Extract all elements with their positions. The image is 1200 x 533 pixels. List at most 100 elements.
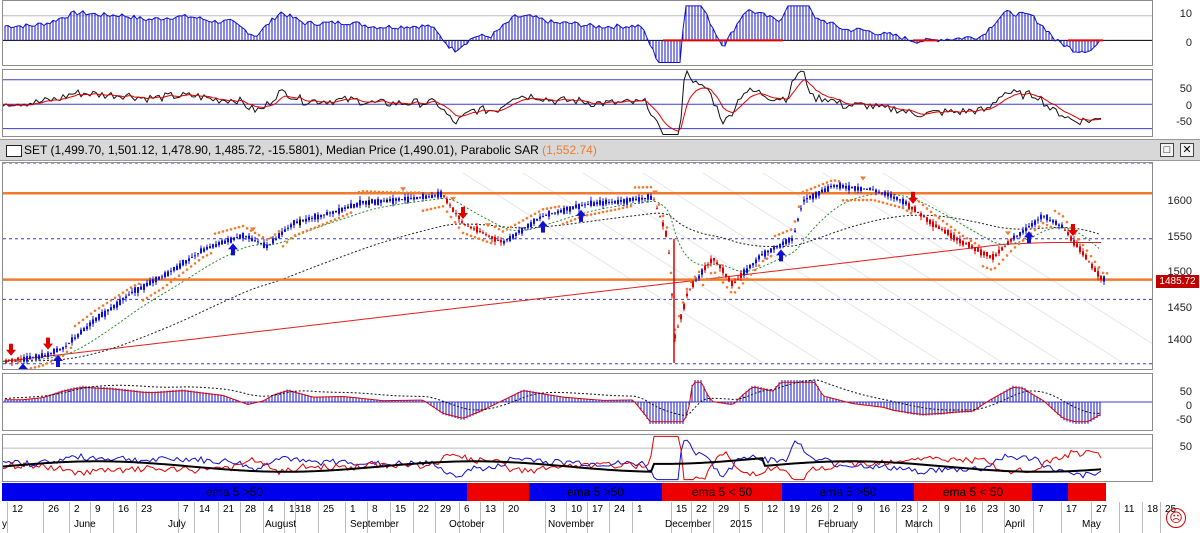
candle-body (656, 208, 658, 210)
candle-body (164, 272, 166, 278)
date-separator (587, 502, 588, 533)
sar-dot (433, 206, 437, 210)
sar-dot (505, 227, 509, 231)
date-tick-label: 6 (464, 504, 470, 515)
sar-dot (197, 259, 201, 262)
candle-body (1025, 227, 1027, 232)
sar-dot (553, 205, 557, 209)
candle-body (992, 253, 994, 260)
sar-dot (481, 238, 485, 242)
sar-dot (813, 185, 817, 189)
sad-face-icon[interactable]: ☹ (1166, 508, 1186, 528)
sar-dot (69, 346, 73, 350)
candle-body (344, 207, 346, 209)
candle-body (827, 186, 829, 192)
sar-dot (229, 228, 233, 231)
candle-body (551, 213, 553, 215)
close-icon[interactable]: ✕ (1180, 143, 1194, 157)
sar-dot (689, 280, 693, 284)
candle-body (440, 191, 442, 198)
candle-body (71, 337, 73, 343)
candle-body (818, 191, 820, 196)
macd-signal-line (4, 379, 1101, 416)
lines-chart (2, 435, 1152, 481)
candle-body (1010, 238, 1012, 242)
candle-body (863, 188, 865, 190)
sar-dot (853, 198, 857, 202)
sar-dot (785, 229, 789, 233)
sar-dot (885, 202, 889, 205)
sar-dot (1089, 254, 1093, 258)
candle-body (302, 219, 304, 222)
candle-body (1046, 214, 1048, 221)
sar-dot (701, 283, 705, 287)
sar-dot (253, 231, 257, 235)
macd-chart (3, 379, 1152, 424)
candle-body (422, 193, 424, 199)
candle-body (251, 237, 253, 241)
candle-body (788, 237, 790, 243)
sar-dot (41, 364, 45, 367)
sar-dot (297, 232, 301, 236)
candle-body (770, 248, 772, 253)
candle-body (320, 214, 322, 218)
maximize-icon[interactable]: □ (1160, 143, 1174, 157)
date-separator (1119, 502, 1120, 533)
candle-body (191, 256, 193, 258)
sar-dot (341, 214, 345, 218)
sar-dot (1001, 258, 1005, 261)
date-tick-label: 16 (879, 504, 891, 515)
candle-body (950, 232, 952, 239)
candle-body (986, 252, 988, 257)
sar-dot (921, 203, 925, 207)
candle-body (536, 218, 538, 221)
candle-body (497, 239, 499, 241)
tick-label: -50 (1176, 116, 1192, 128)
sar-dot (149, 294, 153, 297)
date-separator (545, 502, 546, 533)
candle-body (584, 204, 586, 206)
candle-body (38, 355, 40, 359)
candle-body (284, 229, 286, 232)
candle-body (407, 196, 409, 203)
sar-dot (745, 277, 749, 281)
candle-body (275, 238, 277, 241)
candle-body (815, 192, 817, 198)
sar-dot (585, 214, 589, 217)
histogram-panel: 10 0 (0, 0, 1200, 66)
candle-body (44, 354, 46, 356)
histogram-plot (2, 0, 1153, 66)
candle-body (1070, 236, 1072, 241)
sar-dot (897, 205, 901, 209)
date-separator (960, 502, 961, 533)
candle-body (1028, 226, 1030, 228)
sar-dot (133, 284, 137, 287)
date-separator (113, 502, 114, 533)
candle-body (125, 296, 127, 299)
fan-line (822, 172, 1124, 364)
date-tick-label: 26 (811, 504, 823, 515)
sar-dot (873, 199, 877, 202)
month-label: April (1005, 519, 1026, 530)
candle-body (326, 211, 328, 216)
month-label: November (548, 519, 595, 530)
date-tick-label: 5 (744, 504, 750, 515)
candle-body (437, 191, 439, 198)
date-tick-label: 15 (395, 504, 407, 515)
candle-body (800, 208, 802, 210)
candle-body (1064, 229, 1066, 231)
sar-dot (917, 200, 921, 203)
candle-body (572, 206, 574, 210)
price-axis: 1600 1550 1500 1450 1400 (1153, 162, 1200, 370)
candle-body (1073, 239, 1075, 246)
macd-axis: 50 0 -50 (1153, 373, 1200, 431)
candle-body (197, 253, 199, 255)
sar-dot (797, 205, 801, 209)
sar-dot (717, 276, 721, 279)
candle-body (515, 232, 517, 236)
candle-body (1001, 247, 1003, 251)
sar-dot (405, 191, 409, 194)
candle-body (452, 207, 454, 212)
sar-dot (1005, 254, 1009, 257)
candle-body (227, 238, 229, 243)
